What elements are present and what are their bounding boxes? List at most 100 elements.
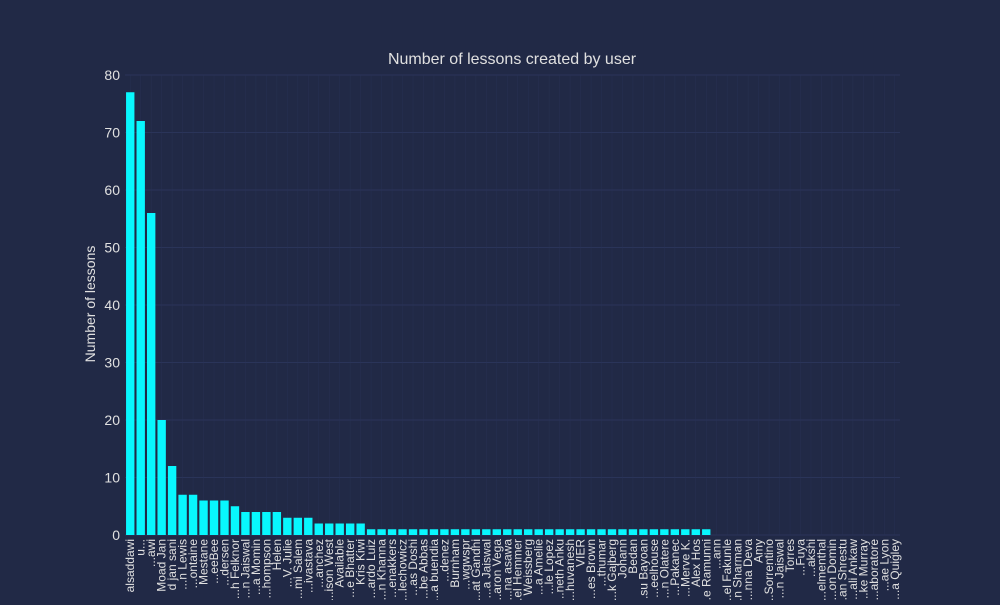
x-tick-label: ...a Jaiswal	[479, 539, 493, 598]
x-tick-label: ...n Khanna	[375, 539, 389, 600]
x-tick-label: ...an Shrestu	[835, 539, 849, 600]
bar	[461, 529, 470, 535]
bar	[325, 523, 334, 535]
bar	[304, 517, 313, 535]
bar	[565, 529, 575, 535]
x-tick-label: ...be Abbas	[416, 539, 430, 599]
bar	[670, 529, 680, 535]
x-tick-label: ...e Bhatter	[343, 539, 357, 598]
bar	[639, 529, 648, 535]
bar	[576, 529, 585, 535]
bar	[660, 529, 669, 535]
x-tick-label: ...a Amelie	[532, 539, 546, 595]
bar	[450, 529, 460, 535]
x-tick-label: Alex Hos	[689, 539, 703, 587]
bar	[293, 517, 302, 535]
x-tick-label: ...nna Deva	[741, 539, 755, 600]
x-tick-label: ...huvanesh	[563, 539, 577, 600]
x-tick-label: ...k Gajberg	[605, 539, 619, 600]
x-tick-label: ...dersen	[217, 539, 231, 586]
bar	[262, 512, 271, 535]
y-tick-label: 50	[104, 240, 120, 256]
bar	[220, 500, 229, 535]
bar	[440, 529, 449, 535]
x-tick-label: ...at Gandhi	[469, 539, 483, 600]
bar	[492, 529, 501, 535]
bar	[524, 529, 533, 535]
x-tick-label: ...Pakanec	[668, 539, 682, 596]
x-tick-label: ...V. Julie	[280, 539, 294, 588]
x-tick-label: ...n Sharman	[731, 539, 745, 600]
x-tick-label: ...aron Vega	[490, 539, 504, 600]
x-tick-label: Burnham	[448, 539, 462, 588]
x-tick-label: ...es Brown	[584, 539, 598, 599]
bar	[356, 523, 365, 535]
x-tick-label: ...ontaine	[186, 539, 200, 589]
x-tick-label: ...le Lopez	[542, 539, 556, 594]
x-tick-label: ...n Jaiswal	[773, 539, 787, 598]
y-axis-ticks: 0 10 20 30 40 50 60 70 80	[104, 67, 120, 543]
bar	[702, 529, 711, 535]
x-tick-label: ...a Quigley	[888, 539, 902, 600]
bar	[681, 529, 690, 535]
x-tick-label: Helen	[270, 539, 284, 570]
x-tick-label: ...a Momin	[249, 539, 263, 595]
x-tick-label: ...el Fakunle	[720, 539, 734, 600]
bar	[513, 529, 522, 535]
bar	[387, 529, 397, 535]
bar	[408, 529, 418, 535]
x-tick-label: ...ivastava	[301, 539, 315, 593]
x-tick-label: ...ann	[710, 539, 724, 569]
bar	[597, 529, 606, 535]
bar	[471, 529, 481, 535]
bar	[366, 529, 376, 535]
bar	[146, 213, 156, 535]
bar	[209, 500, 219, 535]
y-tick-label: 40	[104, 297, 120, 313]
x-tick-label: ...akshi	[804, 539, 818, 577]
x-tick-label: ...su Bayoan	[636, 539, 650, 600]
bars	[126, 92, 711, 535]
bar	[136, 121, 145, 535]
x-tick-label: ...thumar	[595, 539, 609, 586]
y-tick-label: 80	[104, 67, 120, 83]
bar	[555, 529, 564, 535]
x-tick-label: ...aboratore	[867, 539, 881, 600]
x-tick-label: ...awi	[144, 539, 158, 567]
x-tick-label: ...lechowicz	[396, 539, 410, 600]
x-tick-label: ...eelhouse	[647, 539, 661, 598]
x-tick-label: Amy	[752, 539, 766, 563]
bar	[398, 529, 407, 535]
bar	[178, 494, 187, 535]
x-tick-label: ...ke Murray	[856, 539, 870, 600]
bar	[335, 523, 344, 535]
x-tick-label: ...ardo Luiz	[364, 539, 378, 598]
bar	[419, 529, 428, 535]
x-tick-label: ...n Lewis	[176, 539, 190, 590]
bar	[377, 529, 386, 535]
bar	[691, 529, 700, 535]
y-tick-label: 10	[104, 470, 120, 486]
bar	[607, 529, 617, 535]
bar	[544, 529, 554, 535]
x-tick-label: VIER	[574, 539, 588, 567]
x-tick-label: ...anchez	[312, 539, 326, 588]
x-tick-label: ...na asawa	[500, 539, 514, 600]
x-tick-label: ...n Olatere	[657, 539, 671, 599]
x-tick-label: ...Merve K.	[678, 539, 692, 597]
x-tick-label: u...	[134, 539, 148, 556]
x-tick-label: ...eeBee	[207, 539, 221, 584]
y-tick-label: 20	[104, 412, 120, 428]
x-tick-label: ...n Jaiswal	[238, 539, 252, 598]
x-tick-label: ...denez	[437, 539, 451, 582]
y-axis-label: Number of lessons	[82, 246, 98, 363]
x-tick-label: Kris Kiwi	[354, 539, 368, 585]
bar	[586, 529, 596, 535]
x-tick-label: d jan sani	[165, 539, 179, 590]
bar	[126, 92, 135, 535]
y-tick-label: 0	[112, 527, 120, 543]
bar	[157, 420, 166, 535]
